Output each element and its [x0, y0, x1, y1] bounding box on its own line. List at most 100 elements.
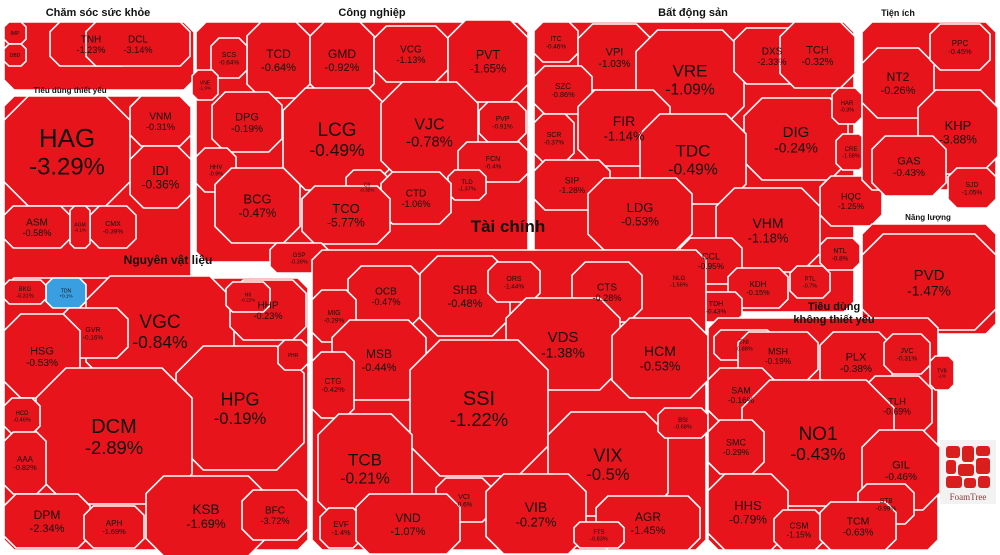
ticker-label: IDI [152, 163, 169, 178]
ticker-label: DCM [91, 416, 137, 438]
ticker-label: SZC [555, 82, 571, 91]
change-label: -1.47% [907, 284, 951, 299]
change-label: -0.39% [103, 228, 124, 235]
cell-kdh[interactable] [727, 267, 789, 309]
sector-title: Bất động sản [658, 7, 728, 19]
change-label: -0.45% [948, 47, 972, 56]
change-label: -0.7% [803, 283, 818, 289]
ticker-label: TDN [61, 288, 72, 294]
change-label: -0.44% [362, 362, 397, 374]
ticker-label: CRE [845, 147, 858, 153]
cell-hcm[interactable] [611, 317, 709, 399]
cell-csm[interactable] [773, 509, 825, 551]
cell-hii[interactable] [225, 281, 271, 313]
cell-dcl[interactable] [85, 21, 191, 67]
cell-pvd[interactable] [861, 233, 997, 331]
cell-vib[interactable] [485, 473, 587, 555]
change-label: -0.99% [876, 505, 897, 512]
ticker-label: IMP [11, 31, 21, 37]
ticker-label: SAM [731, 386, 751, 396]
cell-bkg[interactable] [3, 279, 47, 305]
change-label: -0.9% [209, 171, 224, 177]
ticker-label: ST8 [880, 498, 893, 505]
change-label: -0.69% [883, 407, 911, 417]
change-label: -1.69% [186, 517, 225, 531]
ticker-label: OCB [375, 287, 397, 298]
cell-fts[interactable] [573, 521, 625, 549]
change-label: -1.07% [391, 526, 426, 538]
cell-hhs[interactable] [707, 473, 789, 551]
ticker-label: NT2 [887, 70, 910, 84]
cell-ptl[interactable] [789, 265, 831, 299]
change-label: -0.23% [253, 311, 282, 321]
cell-dpm[interactable] [3, 493, 91, 549]
change-label: -1.28% [559, 186, 586, 195]
ticker-label: GVR [85, 327, 100, 334]
cell-phr[interactable] [277, 339, 309, 371]
cell-vnm[interactable] [129, 95, 192, 147]
ticker-label: GSP [293, 253, 306, 259]
change-label: -3.14% [123, 45, 152, 55]
change-label: -0.48% [448, 298, 483, 310]
cell-sjd[interactable] [947, 167, 997, 209]
cell-jvc[interactable] [883, 333, 931, 375]
ticker-label: KDH [750, 280, 767, 289]
cell-dbd[interactable] [3, 43, 27, 67]
logo-tile [958, 464, 974, 476]
logo-tile [962, 446, 974, 462]
change-label: -0.37% [544, 139, 565, 146]
cell-har[interactable] [831, 87, 863, 125]
cell-tcm[interactable] [819, 501, 897, 551]
change-label: -2.33% [757, 57, 786, 67]
ticker-label: HPG [220, 389, 259, 409]
change-label: -0.4% [485, 163, 502, 170]
cell-dpg[interactable] [211, 91, 283, 153]
change-label: -0.64% [219, 59, 240, 66]
cell-aph[interactable] [83, 505, 145, 549]
cell-vnd[interactable] [355, 493, 461, 555]
cell-ppc[interactable] [929, 23, 991, 71]
ticker-label: CTS [597, 283, 617, 294]
ticker-label: VND [395, 511, 421, 525]
change-label: -0.29% [723, 448, 750, 457]
cell-bsi[interactable] [657, 407, 709, 439]
change-label: -2.89% [85, 437, 143, 458]
cell-agm[interactable] [69, 205, 91, 249]
logo-text: FoamTree [950, 492, 987, 502]
change-label: -0.15% [746, 288, 770, 297]
change-label: -0.22% [241, 298, 256, 303]
ticker-label: VNE [200, 80, 211, 86]
cell-ntl[interactable] [819, 237, 861, 271]
cell-tvb[interactable] [929, 355, 955, 391]
cell-gas[interactable] [871, 135, 947, 197]
cell-asm[interactable] [3, 205, 71, 249]
change-label: -0.27% [516, 515, 557, 530]
change-label: -0.43% [893, 168, 925, 179]
cell-idi[interactable] [129, 145, 192, 209]
ticker-label: ORS [506, 276, 522, 283]
ticker-label: CII [364, 182, 370, 188]
cell-bfc[interactable] [241, 489, 309, 541]
ticker-label: PHR [288, 353, 299, 359]
cell-vne[interactable] [191, 69, 219, 101]
foamtree-logo: FoamTree [940, 440, 996, 504]
cell-itc[interactable] [533, 21, 579, 63]
ticker-label: SIP [565, 176, 580, 186]
sector-title: Năng lượng [905, 213, 951, 222]
change-label: -0.53% [621, 215, 659, 229]
cell-scs[interactable] [210, 37, 248, 79]
sector-title: Chăm sóc sức khỏe [46, 7, 151, 19]
change-label: -1.09% [665, 81, 715, 98]
change-label: -1.13% [396, 55, 425, 65]
change-label: -1.65% [470, 63, 506, 75]
ticker-label: GAS [897, 155, 920, 167]
ticker-label: TNI [739, 340, 749, 346]
ticker-label: HCM [644, 343, 676, 359]
sector-title: Tiêu dùng thiết yếu [33, 86, 106, 95]
ticker-label: HQC [841, 192, 862, 202]
change-label: -1.25% [838, 202, 865, 211]
cell-tco[interactable] [301, 185, 391, 245]
cell-ksb[interactable] [145, 475, 267, 555]
change-label: -0.21% [340, 470, 390, 487]
